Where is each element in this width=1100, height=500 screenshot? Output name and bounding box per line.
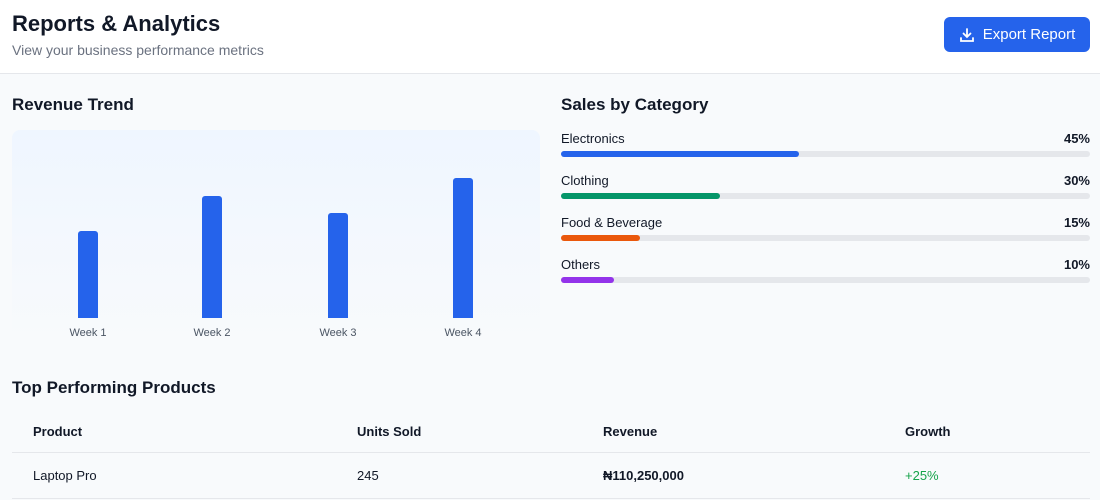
top-products-title: Top Performing Products xyxy=(12,378,216,397)
page-header: Reports & Analytics View your business p… xyxy=(0,0,1100,74)
category-percent: 30% xyxy=(1063,173,1090,188)
category-percent: 45% xyxy=(1063,131,1090,146)
revenue-trend-title: Revenue Trend xyxy=(12,95,134,114)
page-subtitle: View your business performance metrics xyxy=(12,42,264,58)
growth-cell: +25% xyxy=(884,452,1090,499)
column-header-revenue: Revenue xyxy=(582,412,884,453)
table-row: Laptop Pro 245 ₦110,250,000 +25% xyxy=(12,452,1090,499)
export-report-button[interactable]: Export Report xyxy=(944,17,1090,52)
category-progress-fill xyxy=(561,151,800,157)
revenue-cell: ₦110,250,000 xyxy=(582,452,884,499)
bar-3 xyxy=(328,213,348,318)
sales-by-category-title: Sales by Category xyxy=(561,95,709,114)
category-item: Others 10% xyxy=(561,257,1090,283)
bar-1 xyxy=(78,230,98,318)
category-progress-bar xyxy=(561,151,1090,157)
category-label: Electronics xyxy=(561,131,625,146)
category-label: Clothing xyxy=(561,173,609,188)
bar-4 xyxy=(453,178,473,318)
x-tick-label: Week 4 xyxy=(444,327,482,339)
category-progress-bar xyxy=(561,235,1090,241)
download-icon xyxy=(959,27,974,42)
bar-2 xyxy=(202,195,222,318)
category-label: Others xyxy=(561,257,601,272)
category-item: Clothing 30% xyxy=(561,173,1090,199)
products-table: Product Units Sold Revenue Growth Laptop… xyxy=(12,412,1090,499)
export-report-label: Export Report xyxy=(982,26,1076,43)
category-item: Food & Beverage 15% xyxy=(561,215,1090,241)
column-header-product: Product xyxy=(12,412,336,453)
category-progress-fill xyxy=(561,193,720,199)
x-tick-label: Week 3 xyxy=(319,327,357,339)
column-header-units-sold: Units Sold xyxy=(336,412,582,453)
category-progress-fill xyxy=(561,277,614,283)
units-cell: 245 xyxy=(336,452,582,499)
category-percent: 10% xyxy=(1063,257,1090,272)
category-percent: 15% xyxy=(1063,215,1090,230)
x-tick-label: Week 1 xyxy=(69,327,107,339)
category-progress-bar xyxy=(561,277,1090,283)
category-progress-bar xyxy=(561,193,1090,199)
product-cell: Laptop Pro xyxy=(12,452,336,499)
revenue-chart: Week 1 Week 2 Week 3 Week 4 xyxy=(12,130,540,345)
column-header-growth: Growth xyxy=(884,412,1090,453)
category-item: Electronics 45% xyxy=(561,131,1090,157)
category-progress-fill xyxy=(561,235,641,241)
page-title: Reports & Analytics xyxy=(12,11,221,36)
x-tick-label: Week 2 xyxy=(193,327,231,339)
category-label: Food & Beverage xyxy=(561,215,663,230)
